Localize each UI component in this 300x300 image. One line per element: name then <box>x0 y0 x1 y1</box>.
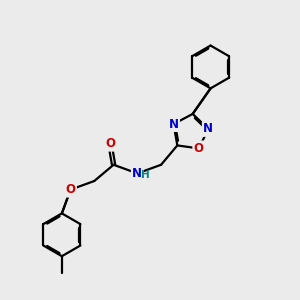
Text: H: H <box>141 170 150 180</box>
Text: N: N <box>132 167 142 180</box>
Text: N: N <box>203 122 213 136</box>
Text: O: O <box>65 183 76 196</box>
Text: O: O <box>194 142 204 155</box>
Text: O: O <box>105 137 115 150</box>
Text: N: N <box>169 118 178 130</box>
